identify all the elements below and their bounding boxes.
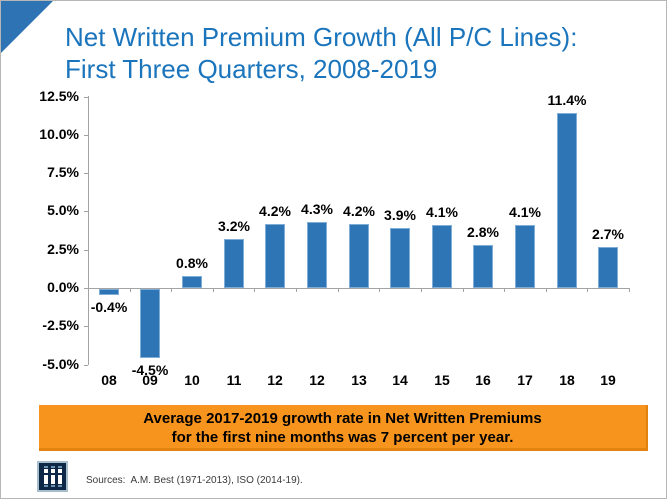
chart-bar-14 bbox=[390, 228, 410, 288]
bar-value-label: 4.3% bbox=[301, 201, 333, 217]
chart-bar-09 bbox=[140, 289, 160, 358]
chart-bar-12 bbox=[265, 224, 285, 288]
x-axis-tick bbox=[379, 288, 380, 292]
x-axis-label: 12 bbox=[267, 372, 283, 388]
bar-value-label: 4.2% bbox=[259, 203, 291, 219]
callout-banner-line1: Average 2017-2019 growth rate in Net Wri… bbox=[143, 410, 542, 427]
sources-text: Sources: A.M. Best (1971-2013), ISO (201… bbox=[86, 475, 303, 486]
y-axis-tick-label: 12.5% bbox=[39, 88, 79, 104]
bar-value-label: 3.9% bbox=[384, 207, 416, 223]
x-axis-tick bbox=[421, 288, 422, 292]
x-axis-tick bbox=[587, 288, 588, 292]
y-axis-tick-label: 7.5% bbox=[47, 164, 79, 180]
y-axis-tick-label: -5.0% bbox=[42, 356, 79, 372]
x-axis-tick bbox=[88, 288, 89, 292]
bar-value-label: -4.5% bbox=[131, 362, 169, 378]
y-axis-line bbox=[88, 96, 89, 365]
chart-bar-10 bbox=[182, 276, 202, 288]
logo-i-glyph bbox=[43, 465, 48, 488]
logo-i-glyph bbox=[57, 465, 62, 488]
chart-bar-11 bbox=[224, 239, 244, 288]
x-axis-tick bbox=[213, 288, 214, 292]
x-axis-label: 13 bbox=[351, 372, 367, 388]
footer: Sources: A.M. Best (1971-2013), ISO (201… bbox=[37, 461, 637, 495]
x-axis-tick bbox=[130, 288, 131, 292]
x-axis-label: 14 bbox=[392, 372, 408, 388]
x-axis-tick bbox=[546, 288, 547, 292]
bar-chart: 12.5% 10.0% 7.5% 5.0% 2.5% 0.0% -2.5% -5.0% -0.4… bbox=[1, 1, 666, 401]
x-axis-label: 16 bbox=[475, 372, 491, 388]
x-axis-tick bbox=[171, 288, 172, 292]
bar-value-label: -0.4% bbox=[90, 299, 128, 315]
page-title: Net Written Premium Growth (All P/C Line… bbox=[65, 21, 577, 85]
x-axis-label: 15 bbox=[434, 372, 450, 388]
y-axis-tick-label: 10.0% bbox=[39, 126, 79, 142]
x-axis-tick bbox=[338, 288, 339, 292]
bar-value-label: 2.7% bbox=[592, 226, 624, 242]
callout-banner: Average 2017-2019 growth rate in Net Wri… bbox=[39, 405, 648, 451]
bar-value-label: 4.1% bbox=[426, 204, 458, 220]
x-axis-label: 11 bbox=[226, 372, 242, 388]
logo-i-glyph bbox=[50, 465, 55, 488]
x-axis-line bbox=[88, 288, 629, 289]
y-axis-tick bbox=[84, 135, 88, 136]
bar-value-label: 4.1% bbox=[509, 204, 541, 220]
y-axis-tick bbox=[84, 326, 88, 327]
bar-value-label: 2.8% bbox=[467, 224, 499, 240]
y-axis-tick-label: 2.5% bbox=[47, 241, 79, 257]
x-axis-label: 10 bbox=[184, 372, 200, 388]
x-axis-label: 17 bbox=[517, 372, 533, 388]
y-axis-tick bbox=[84, 288, 88, 289]
x-axis-label: 18 bbox=[559, 372, 575, 388]
y-axis-tick bbox=[84, 97, 88, 98]
chart-bar-18 bbox=[557, 113, 577, 288]
x-axis-label: 12 bbox=[309, 372, 325, 388]
y-axis-tick bbox=[84, 211, 88, 212]
x-axis-tick bbox=[504, 288, 505, 292]
page-title-line1: Net Written Premium Growth (All P/C Line… bbox=[65, 22, 578, 52]
x-axis-label: 09 bbox=[142, 372, 158, 388]
x-axis-label: 08 bbox=[101, 372, 117, 388]
chart-bar-13 bbox=[349, 224, 369, 288]
y-axis-tick-label: -2.5% bbox=[42, 317, 79, 333]
x-axis-tick bbox=[629, 288, 630, 292]
bar-value-label: 11.4% bbox=[547, 92, 587, 108]
iii-logo bbox=[37, 461, 68, 492]
bar-value-label: 4.2% bbox=[343, 203, 375, 219]
callout-banner-line2: for the first nine months was 7 percent … bbox=[171, 429, 514, 446]
x-axis-label: 19 bbox=[600, 372, 616, 388]
y-axis-tick-label: 5.0% bbox=[47, 202, 79, 218]
y-axis-tick-label: 0.0% bbox=[47, 279, 79, 295]
y-axis-tick bbox=[84, 173, 88, 174]
chart-bar-15 bbox=[432, 225, 452, 288]
y-axis-tick bbox=[84, 365, 88, 366]
bar-value-label: 3.2% bbox=[218, 218, 250, 234]
x-axis-tick bbox=[296, 288, 297, 292]
page-title-line2: First Three Quarters, 2008-2019 bbox=[65, 54, 438, 84]
chart-bar-17 bbox=[515, 225, 535, 288]
corner-triangle-decoration bbox=[1, 1, 53, 53]
y-axis-tick bbox=[84, 250, 88, 251]
bar-value-label: 0.8% bbox=[176, 255, 208, 271]
chart-bar-19 bbox=[598, 247, 618, 288]
chart-bar-12 bbox=[307, 222, 327, 288]
chart-bar-08 bbox=[99, 289, 119, 295]
x-axis-tick bbox=[463, 288, 464, 292]
chart-bar-16 bbox=[473, 245, 493, 288]
x-axis-tick bbox=[254, 288, 255, 292]
